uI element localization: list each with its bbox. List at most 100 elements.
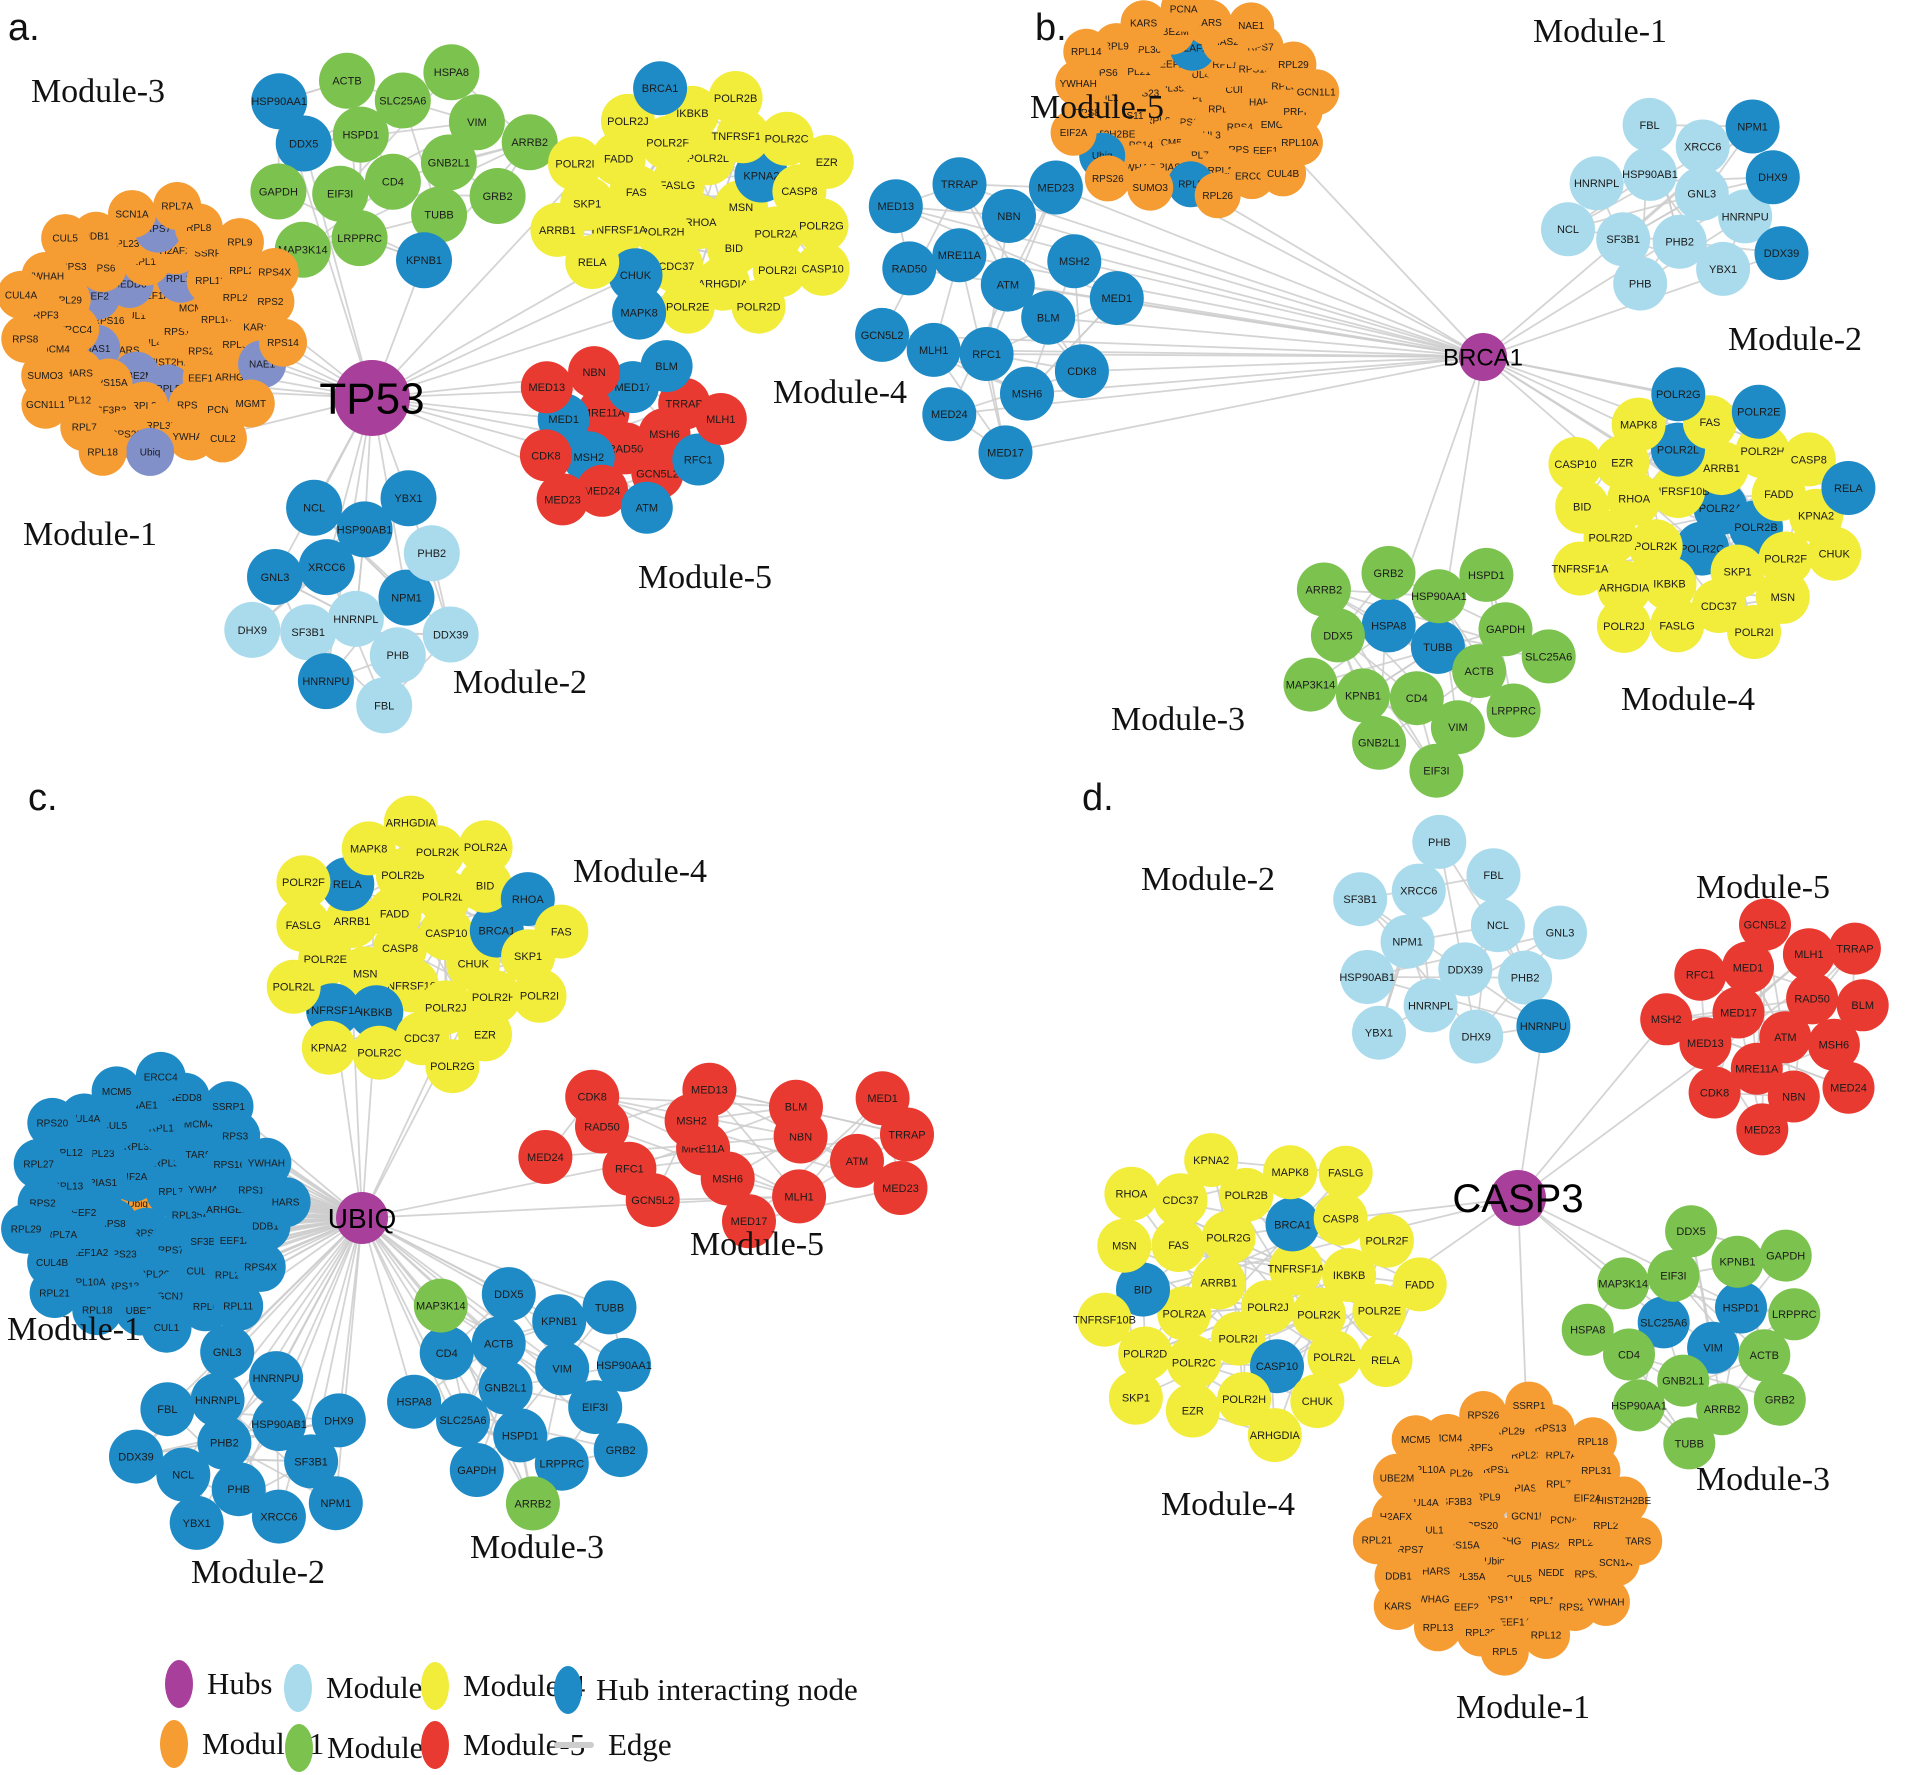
node-RPL5[interactable]: RPL5 [1480, 1627, 1529, 1676]
node-HSP90AA1[interactable]: HSP90AA1 [1411, 569, 1467, 624]
node-EIF3I[interactable]: EIF3I [1409, 743, 1464, 798]
node-TNFRSF10B[interactable]: TNFRSF10B [1647, 464, 1710, 519]
node-MSH6[interactable]: MSH6 [1807, 1018, 1860, 1071]
node-MED17[interactable]: MED17 [722, 1194, 776, 1249]
node-MCM5[interactable]: MCM5 [1391, 1415, 1440, 1464]
node-POLR2F[interactable]: POLR2F [1758, 531, 1813, 586]
node-ARRB1[interactable]: ARRB1 [1694, 441, 1749, 496]
node-MED24[interactable]: MED24 [922, 387, 977, 442]
node-SF3B1[interactable]: SF3B1 [1596, 212, 1651, 267]
node-FASLG[interactable]: FASLG [1650, 598, 1705, 653]
node-GCN5L2[interactable]: GCN5L2 [1739, 898, 1791, 951]
node-POLR2D[interactable]: POLR2D [731, 279, 786, 334]
node-UBE2M[interactable]: UBE2M [1373, 1453, 1421, 1502]
node-MED24[interactable]: MED24 [1822, 1061, 1875, 1114]
node-MAPK8[interactable]: MAPK8 [1611, 397, 1666, 452]
node-HNRNPL[interactable]: HNRNPL [1569, 156, 1624, 211]
node-ARRB2[interactable]: ARRB2 [1296, 562, 1351, 617]
node-POLR2E[interactable]: POLR2E [1352, 1283, 1407, 1338]
node-RPL21[interactable]: RPL21 [1352, 1516, 1401, 1565]
node-HNRNPU[interactable]: HNRNPU [297, 653, 354, 710]
node-SF3B1[interactable]: SF3B1 [1333, 872, 1388, 927]
node-GCN5L2[interactable]: GCN5L2 [625, 1173, 680, 1228]
node-HNRNPL[interactable]: HNRNPL [190, 1372, 245, 1427]
node-ARRB1[interactable]: ARRB1 [1191, 1255, 1246, 1310]
node-DHX9[interactable]: DHX9 [1745, 150, 1800, 205]
node-ACTB[interactable]: ACTB [1452, 644, 1507, 699]
node-MLH1[interactable]: MLH1 [694, 393, 747, 445]
node-HSP90AA1[interactable]: HSP90AA1 [1611, 1379, 1667, 1432]
node-YBX1[interactable]: YBX1 [380, 470, 437, 527]
node-ATM[interactable]: ATM [830, 1133, 884, 1188]
node-PHB2[interactable]: PHB2 [197, 1415, 252, 1470]
node-HSPD1[interactable]: HSPD1 [1459, 547, 1514, 602]
node-PCNA[interactable]: PCNA [1160, 0, 1207, 32]
node-DDX5[interactable]: DDX5 [1665, 1205, 1718, 1258]
node-ARHGDIA[interactable]: ARHGDIA [1597, 560, 1652, 615]
node-YBX1[interactable]: YBX1 [169, 1495, 224, 1550]
node-RPS26[interactable]: RPS26 [1084, 155, 1131, 202]
node-MAP3K14[interactable]: MAP3K14 [1283, 657, 1338, 712]
node-ATM[interactable]: ATM [980, 257, 1035, 312]
node-BID[interactable]: BID [1116, 1262, 1170, 1317]
node-TUBB[interactable]: TUBB [1410, 619, 1465, 674]
node-FADD[interactable]: FADD [1392, 1257, 1447, 1312]
node-SCN1A[interactable]: SCN1A [108, 190, 156, 239]
node-MED13[interactable]: MED13 [682, 1062, 737, 1117]
node-RPS8[interactable]: RPS8 [1, 314, 50, 363]
node-KPNA2[interactable]: KPNA2 [301, 1020, 356, 1075]
node-TNFRSF10B[interactable]: TNFRSF10B [1073, 1292, 1136, 1347]
node-POLR2D[interactable]: POLR2D [417, 869, 471, 924]
node-NBN[interactable]: NBN [568, 346, 621, 399]
node-HSPD1[interactable]: HSPD1 [332, 106, 389, 163]
node-ARRB2[interactable]: ARRB2 [501, 114, 558, 171]
node-FAS[interactable]: FAS [534, 904, 589, 959]
node-DDX5[interactable]: DDX5 [275, 115, 332, 172]
node-HNRNPL[interactable]: HNRNPL [327, 590, 384, 647]
node-MED17[interactable]: MED17 [1712, 986, 1765, 1039]
node-TRRAP[interactable]: TRRAP [1828, 922, 1881, 975]
node-MSH2[interactable]: MSH2 [1047, 234, 1102, 289]
node-POLR2C[interactable]: POLR2C [759, 111, 814, 166]
node-HSP90AA1[interactable]: HSP90AA1 [251, 73, 308, 130]
node-POLR2E[interactable]: POLR2E [1731, 384, 1786, 439]
node-PHB[interactable]: PHB [1613, 256, 1668, 311]
node-MRE11A[interactable]: MRE11A [1730, 1042, 1783, 1095]
node-NCL[interactable]: NCL [286, 479, 343, 536]
node-RHOA[interactable]: RHOA [500, 872, 555, 927]
node-RPL18[interactable]: RPL18 [1568, 1417, 1617, 1466]
node-TRRAP[interactable]: TRRAP [932, 157, 987, 212]
node-ARRB2[interactable]: ARRB2 [505, 1476, 560, 1531]
node-BRCA1[interactable]: BRCA1 [633, 61, 688, 116]
node-POLR2H[interactable]: POLR2H [1217, 1372, 1272, 1426]
node-SSRP1[interactable]: SSRP1 [203, 1081, 254, 1132]
node-FASLG[interactable]: FASLG [1318, 1145, 1373, 1200]
node-SF3B1[interactable]: SF3B1 [284, 1434, 339, 1489]
node-ARHGDIA[interactable]: ARHGDIA [1247, 1408, 1302, 1463]
node-NPM1[interactable]: NPM1 [378, 569, 435, 626]
node-SLC25A6[interactable]: SLC25A6 [1521, 629, 1576, 684]
node-BID[interactable]: BID [1555, 479, 1610, 534]
node-FBL[interactable]: FBL [140, 1382, 195, 1437]
node-ACTB[interactable]: ACTB [319, 52, 375, 109]
node-DDX5[interactable]: DDX5 [481, 1267, 536, 1322]
node-RHOA[interactable]: RHOA [1104, 1166, 1159, 1221]
node-MRE11A[interactable]: MRE11A [932, 228, 987, 283]
node-GNB2L1[interactable]: GNB2L1 [478, 1360, 533, 1415]
node-SKP1[interactable]: SKP1 [1108, 1370, 1163, 1425]
node-CUL1[interactable]: CUL1 [141, 1302, 192, 1353]
node-POLR2F[interactable]: POLR2F [276, 855, 331, 910]
node-MED23[interactable]: MED23 [1028, 160, 1083, 215]
node-HNRNPU[interactable]: HNRNPU [1718, 189, 1773, 244]
node-RPS20[interactable]: RPS20 [27, 1097, 78, 1148]
node-POLR2I[interactable]: POLR2I [1727, 605, 1782, 659]
node-POLR2F[interactable]: POLR2F [1359, 1213, 1414, 1268]
node-MAPK8[interactable]: MAPK8 [341, 821, 396, 876]
node-GRB2[interactable]: GRB2 [1361, 546, 1416, 600]
node-GNL3[interactable]: GNL3 [200, 1324, 255, 1379]
node-CDC37[interactable]: CDC37 [1153, 1173, 1208, 1228]
node-SUMO3[interactable]: SUMO3 [1127, 164, 1174, 211]
node-RPL21[interactable]: RPL21 [29, 1268, 80, 1318]
node-GRB2[interactable]: GRB2 [1753, 1373, 1806, 1426]
node-RPL29[interactable]: RPL29 [1, 1203, 52, 1254]
